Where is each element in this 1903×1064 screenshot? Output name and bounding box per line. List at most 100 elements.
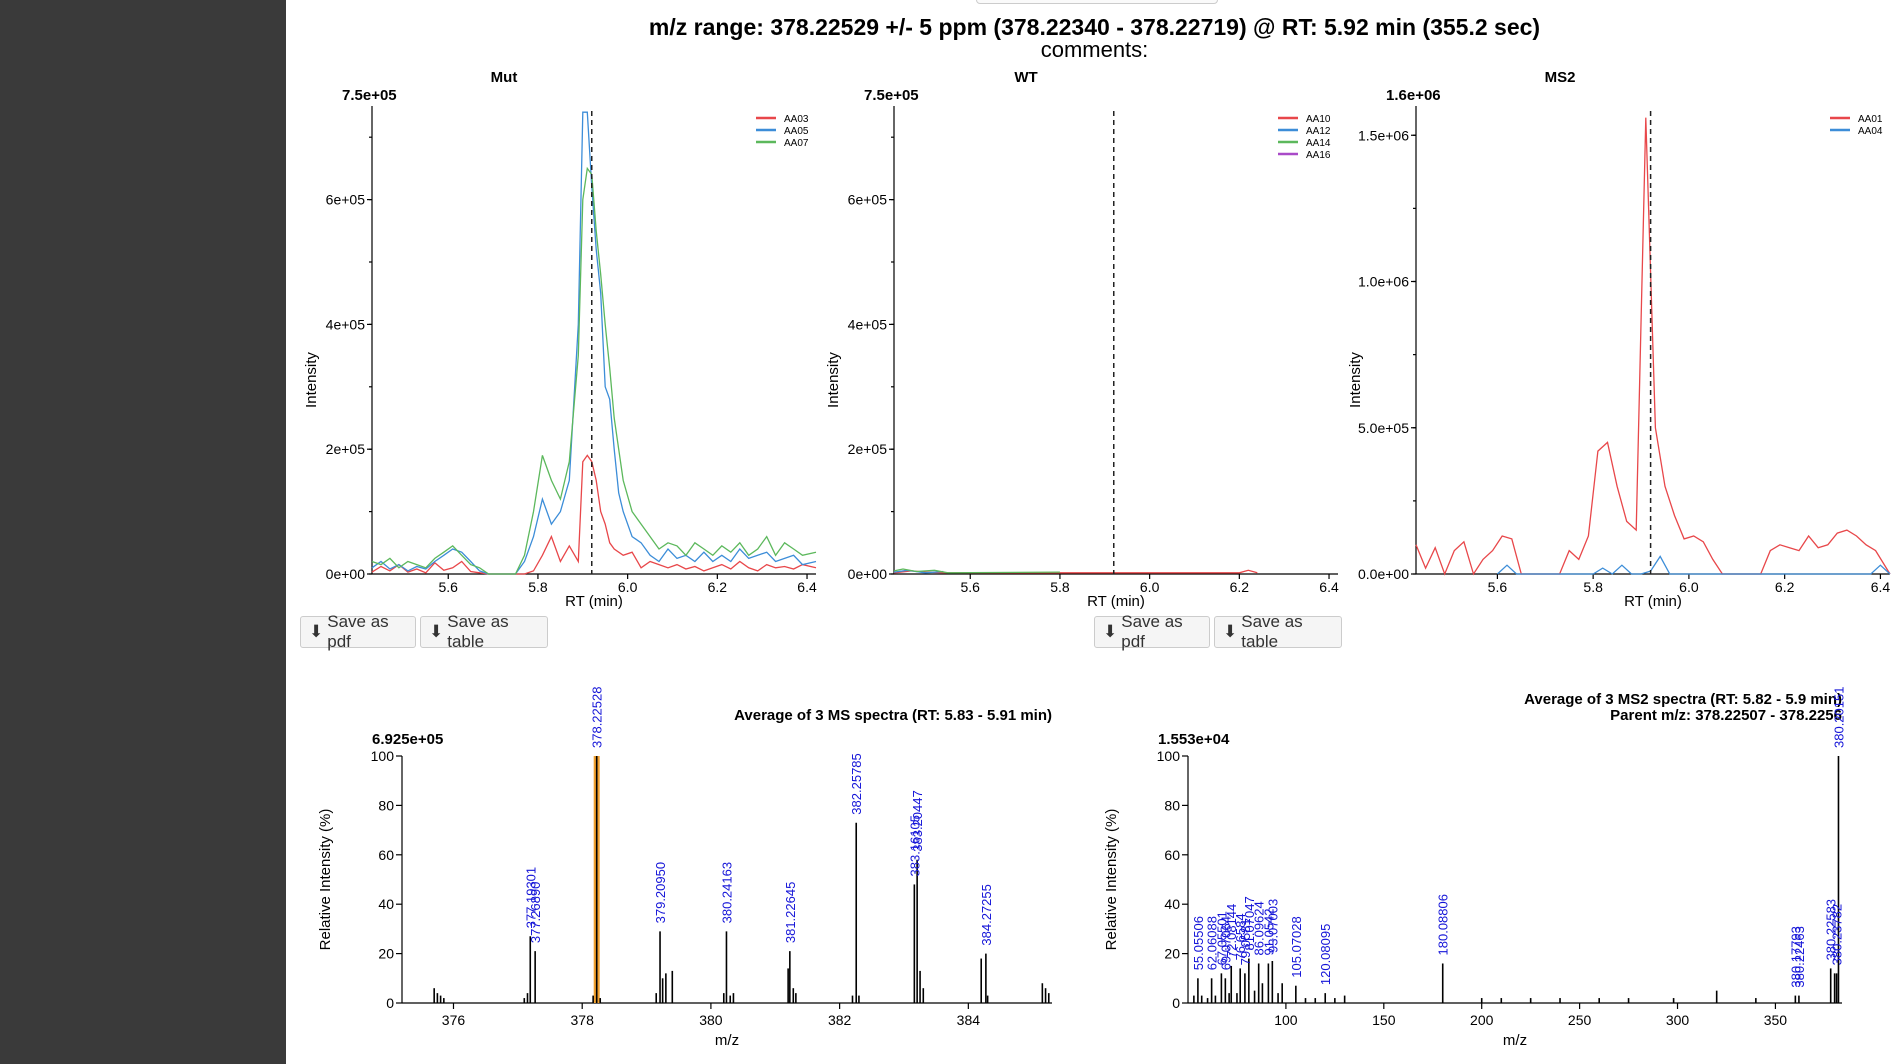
y-tick-label: 2e+05 xyxy=(848,441,888,457)
y-tick-label: 80 xyxy=(1164,797,1180,813)
peak-label: 383.20447 xyxy=(910,790,925,851)
save-table-label: Save as table xyxy=(447,612,509,651)
download-icon: ⬇ xyxy=(309,622,324,641)
download-icon: ⬇ xyxy=(1223,622,1238,641)
y-axis-label: Relative Intensity (%) xyxy=(317,809,334,951)
series-line-aa07 xyxy=(371,166,817,575)
peak-label: 93.07003 xyxy=(1265,899,1280,953)
y-tick-label: 4e+05 xyxy=(326,316,366,332)
x-tick-label: 6.0 xyxy=(618,579,638,595)
legend-label-aa12: AA12 xyxy=(1306,126,1331,137)
peak-label: 72.08144 xyxy=(1224,904,1239,958)
y-axis-label: Intensity xyxy=(825,352,842,408)
peak-label: 384.27255 xyxy=(979,884,994,945)
x-axis-label: m/z xyxy=(1503,1032,1527,1049)
x-tick-label: 6.2 xyxy=(1230,579,1250,595)
x-tick-label: 6.4 xyxy=(797,579,817,595)
y-tick-label: 6e+05 xyxy=(326,192,366,208)
chromatogram-wt: WT 7.5e+05 5.6 5.8 6.0 6.2 6.4 0e+00 2e+05 4e+05 6… xyxy=(825,69,1339,610)
peak-label: 379.20950 xyxy=(653,862,668,923)
peak-label: 86.09624 xyxy=(1252,901,1267,955)
y-tick-label: 60 xyxy=(1164,847,1180,863)
spectrum-title: Average of 3 MS spectra (RT: 5.83 - 5.91… xyxy=(734,707,1052,724)
download-icon: ⬇ xyxy=(1103,622,1118,641)
peak-label: 378.22528 xyxy=(590,687,605,748)
chart-title: WT xyxy=(1014,69,1037,86)
series-line-aa05 xyxy=(371,111,817,575)
x-tick-label: 100 xyxy=(1274,1012,1298,1028)
y-tick-label: 20 xyxy=(378,946,394,962)
save-pdf-label: Save as pdf xyxy=(327,612,389,651)
x-tick-label: 350 xyxy=(1764,1012,1788,1028)
chart-title: Mut xyxy=(491,69,518,86)
save-table-button-right[interactable]: ⬇ Save as table xyxy=(1214,612,1342,651)
x-tick-label: 5.8 xyxy=(1050,579,1070,595)
peak-label: 55.05506 xyxy=(1191,916,1206,970)
peak-label: 381.22645 xyxy=(783,882,798,943)
x-tick-label: 5.6 xyxy=(1488,579,1508,595)
y-tick-label: 0e+00 xyxy=(848,566,888,582)
peak-label: 382.25785 xyxy=(849,753,864,814)
y-tick-label: 0.0e+00 xyxy=(1358,566,1409,582)
series-line-aa03 xyxy=(371,454,817,575)
x-tick-label: 382 xyxy=(828,1012,852,1028)
y-tick-label: 2e+05 xyxy=(326,441,366,457)
legend-label-aa07: AA07 xyxy=(784,138,809,149)
legend-label-aa14: AA14 xyxy=(1306,138,1331,149)
peak-label: 81.07047 xyxy=(1242,896,1257,950)
save-table-button-left[interactable]: ⬇ Save as table xyxy=(420,612,548,651)
y-axis-label: Relative Intensity (%) xyxy=(1103,809,1120,951)
top-scroll-control[interactable] xyxy=(976,0,1218,4)
peak-label: 380.22583 xyxy=(1824,899,1839,960)
series-line-aa01 xyxy=(1415,117,1891,576)
save-pdf-label: Save as pdf xyxy=(1121,612,1183,651)
x-axis-label: m/z xyxy=(715,1032,739,1049)
y-tick-label: 100 xyxy=(1157,748,1181,764)
x-axis-label: RT (min) xyxy=(1624,593,1682,610)
x-tick-label: 6.4 xyxy=(1871,579,1891,595)
save-table-label: Save as table xyxy=(1241,612,1303,651)
legend-label-aa03: AA03 xyxy=(784,114,809,125)
x-tick-label: 5.8 xyxy=(1583,579,1603,595)
ms2-spectrum: Average of 3 MS2 spectra (RT: 5.82 - 5.9… xyxy=(1103,687,1846,1049)
chromatogram-ms2: MS2 1.6e+06 5.6 5.8 6.0 6.2 6.4 0.0e+00 5.0e+05 1… xyxy=(1347,69,1891,610)
peak-label: 120.08095 xyxy=(1318,924,1333,985)
content-panel: m/z range: 378.22529 +/- 5 ppm (378.2234… xyxy=(286,0,1903,1064)
x-tick-label: 150 xyxy=(1372,1012,1396,1028)
save-pdf-button-left[interactable]: ⬇ Save as pdf xyxy=(300,612,416,651)
save-pdf-button-right[interactable]: ⬇ Save as pdf xyxy=(1094,612,1210,651)
x-tick-label: 384 xyxy=(957,1012,981,1028)
legend-label-aa05: AA05 xyxy=(784,126,809,137)
x-tick-label: 6.2 xyxy=(708,579,728,595)
peak-label: 380.17793 xyxy=(1788,926,1803,987)
y-axis-label: Intensity xyxy=(1347,352,1364,408)
peak-label: 380.23782 xyxy=(1830,904,1845,965)
peak-label: 105.07028 xyxy=(1289,916,1304,977)
y-max-label: 7.5e+05 xyxy=(342,87,397,104)
x-tick-label: 6.0 xyxy=(1140,579,1160,595)
y-tick-label: 1.0e+06 xyxy=(1358,274,1409,290)
y-tick-label: 40 xyxy=(378,896,394,912)
ms-spectrum: Average of 3 MS spectra (RT: 5.83 - 5.91… xyxy=(317,687,1052,1049)
y-tick-label: 20 xyxy=(1164,946,1180,962)
y-tick-label: 5.0e+05 xyxy=(1358,420,1409,436)
y-max-label: 1.6e+06 xyxy=(1386,87,1441,104)
legend-label-aa16: AA16 xyxy=(1306,150,1331,161)
chart-title: MS2 xyxy=(1545,69,1576,86)
peak-label: 380.22463 xyxy=(1792,926,1807,987)
y-tick-label: 0 xyxy=(1172,995,1180,1011)
chromatogram-mut: Mut 7.5e+05 5.6 5.8 6.0 6.2 6.4 0e+00 2e+05 4e+05… xyxy=(303,69,817,610)
peak-label: 76.6584 xyxy=(1233,913,1248,960)
peak-label: 91.0542 xyxy=(1261,908,1276,955)
x-tick-label: 376 xyxy=(442,1012,466,1028)
y-axis-label: Intensity xyxy=(303,352,320,408)
peak-label: 377.19301 xyxy=(523,867,538,928)
legend-label-aa04: AA04 xyxy=(1858,126,1883,137)
y-max-label: 1.553e+04 xyxy=(1158,731,1230,748)
y-max-label: 7.5e+05 xyxy=(864,87,919,104)
y-tick-label: 0 xyxy=(386,995,394,1011)
y-tick-label: 80 xyxy=(378,797,394,813)
y-tick-label: 6e+05 xyxy=(848,192,888,208)
y-tick-label: 4e+05 xyxy=(848,316,888,332)
peak-label: 69.07064 xyxy=(1218,916,1233,970)
